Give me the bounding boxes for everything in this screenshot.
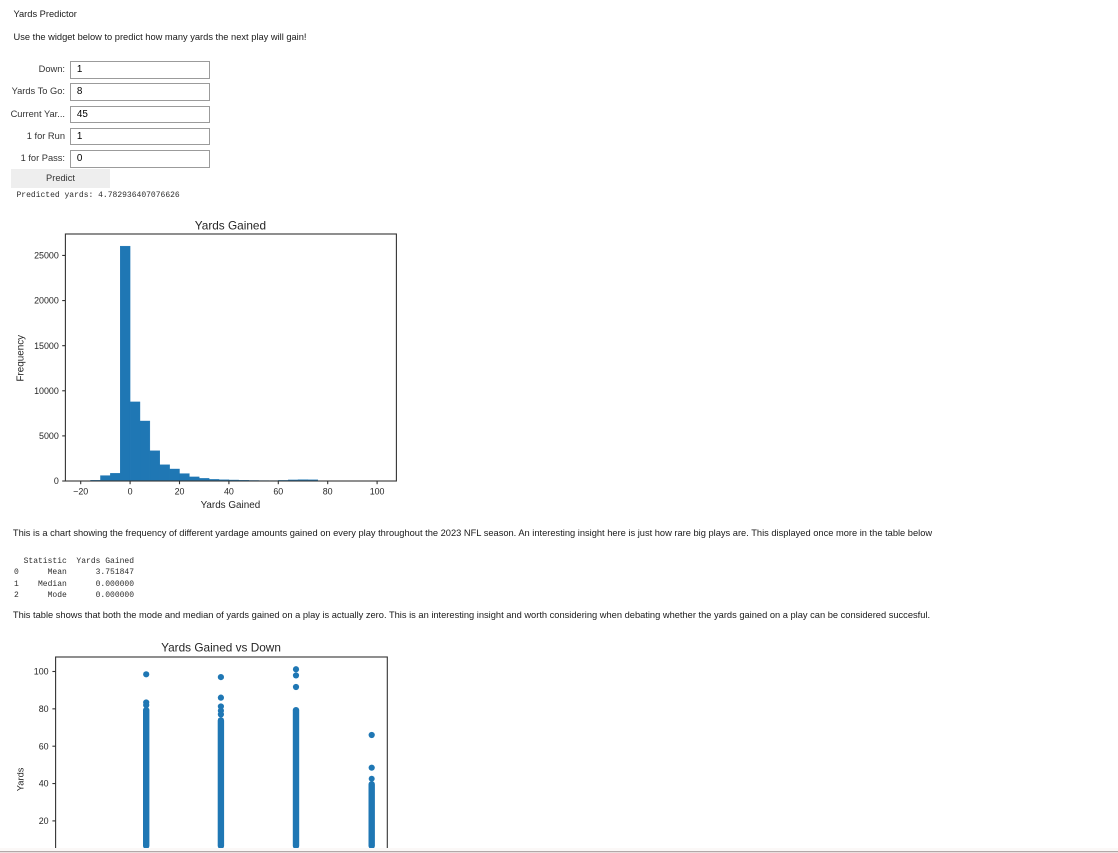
svg-text:20000: 20000 — [34, 296, 59, 306]
svg-text:5000: 5000 — [39, 431, 59, 441]
svg-text:25000: 25000 — [34, 251, 59, 261]
svg-text:−20: −20 — [73, 487, 88, 497]
svg-text:20: 20 — [175, 487, 185, 497]
svg-text:100: 100 — [370, 487, 385, 497]
svg-text:100: 100 — [34, 667, 49, 677]
svg-text:0: 0 — [54, 476, 59, 486]
svg-text:40: 40 — [39, 779, 49, 789]
svg-text:Yards Gained vs Down: Yards Gained vs Down — [161, 640, 281, 654]
svg-text:80: 80 — [323, 487, 333, 497]
svg-text:80: 80 — [39, 704, 49, 714]
svg-text:Yards Gained: Yards Gained — [195, 218, 266, 232]
svg-text:10000: 10000 — [34, 386, 59, 396]
svg-text:Frequency: Frequency — [16, 335, 27, 382]
svg-text:60: 60 — [39, 741, 49, 751]
svg-text:Yards: Yards — [15, 767, 25, 791]
svg-text:40: 40 — [224, 487, 234, 497]
svg-text:Yards Gained: Yards Gained — [201, 500, 261, 511]
svg-text:20: 20 — [39, 816, 49, 826]
svg-text:15000: 15000 — [34, 341, 59, 351]
svg-text:60: 60 — [273, 487, 283, 497]
svg-text:0: 0 — [128, 487, 133, 497]
